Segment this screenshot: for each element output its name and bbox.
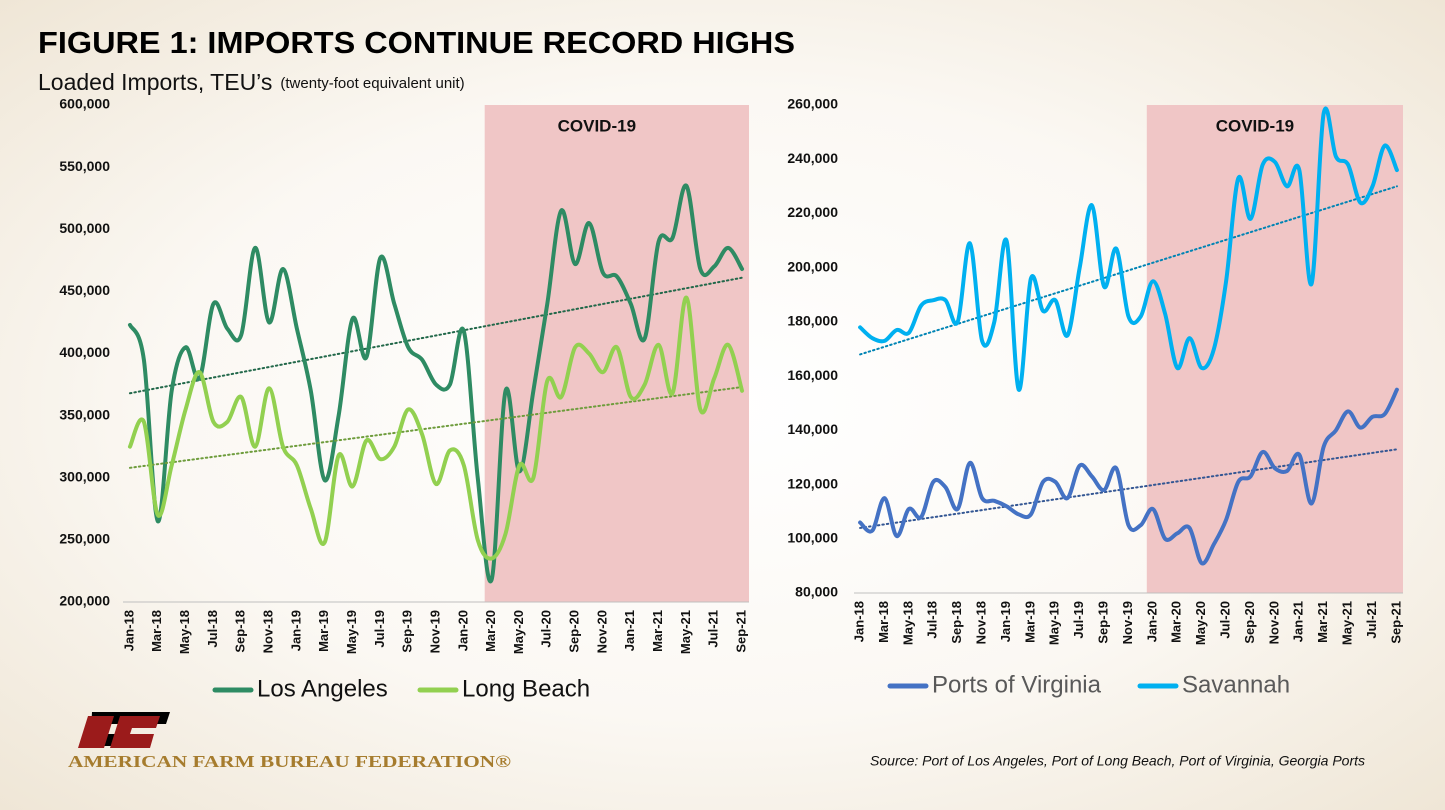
annotation-label: COVID-19 xyxy=(1216,116,1294,135)
x-tick-label: Jan-21 xyxy=(622,610,637,651)
source: Source: Port of Los Angeles, Port of Lon… xyxy=(870,753,1365,769)
x-tick-label: Jan-18 xyxy=(121,610,136,651)
x-tick-label: Nov-18 xyxy=(974,601,989,644)
legend-label: Long Beach xyxy=(462,675,590,702)
x-tick-label: Jul-20 xyxy=(1218,601,1233,639)
x-tick-label: Sep-19 xyxy=(1096,601,1111,644)
subtitle-note: (twenty-foot equivalent unit) xyxy=(280,75,464,92)
trend-line xyxy=(859,185,1398,356)
chart: COVID-19 200,000 250,000 300,000 350,000 400,… xyxy=(59,96,749,702)
y-tick-label: 550,000 xyxy=(59,158,110,174)
series-line xyxy=(127,183,745,584)
annotation-label: COVID-19 xyxy=(558,116,636,135)
x-tick-label: May-19 xyxy=(1047,601,1062,645)
x-tick-label: Sep-20 xyxy=(567,610,582,653)
y-tick-label: 160,000 xyxy=(787,367,838,383)
x-tick-label: Jul-21 xyxy=(1364,601,1379,639)
x-tick-label: Jan-19 xyxy=(288,610,303,651)
logo-b xyxy=(110,716,160,748)
x-tick-label: Sep-21 xyxy=(1388,601,1403,644)
organization: AMERICAN FARM BUREAU FEDERATION® xyxy=(68,752,511,771)
legend-label: Savannah xyxy=(1182,671,1290,698)
legend-label: Ports of Virginia xyxy=(932,671,1102,698)
title: FIGURE 1: IMPORTS CONTINUE RECORD HIGHS xyxy=(38,25,795,60)
series-line xyxy=(858,387,1399,566)
x-tick-label: May-18 xyxy=(177,610,192,654)
x-tick-label: Mar-19 xyxy=(1022,601,1037,643)
y-tick-label: 260,000 xyxy=(787,96,838,112)
y-tick-label: 350,000 xyxy=(59,406,110,422)
y-tick-label: 180,000 xyxy=(787,313,838,329)
trend-line xyxy=(859,448,1398,529)
x-tick-label: May-20 xyxy=(1193,601,1208,645)
x-tick-label: May-20 xyxy=(511,610,526,654)
series-line xyxy=(858,106,1399,392)
x-tick-label: Nov-20 xyxy=(594,610,609,653)
subtitle: Loaded Imports, TEU’s (twenty-foot equiva… xyxy=(38,69,465,95)
x-tick-label: Jan-20 xyxy=(455,610,470,651)
y-tick-label: 120,000 xyxy=(787,475,838,491)
x-tick-label: Mar-21 xyxy=(650,610,665,652)
subtitle-main: Loaded Imports, TEU’s xyxy=(38,69,272,95)
x-tick-label: Mar-18 xyxy=(876,601,891,643)
x-tick-label: Mar-21 xyxy=(1315,601,1330,643)
x-tick-label: Nov-18 xyxy=(261,610,276,653)
x-tick-label: Mar-20 xyxy=(1169,601,1184,643)
y-tick-label: 250,000 xyxy=(59,531,110,547)
trend-line xyxy=(128,276,744,395)
x-tick-label: May-21 xyxy=(1340,601,1355,645)
x-tick-label: Jan-19 xyxy=(998,601,1013,642)
x-tick-label: Mar-19 xyxy=(316,610,331,652)
x-tick-label: May-19 xyxy=(344,610,359,654)
logo: AMERICAN FARM BUREAU FEDERATION® xyxy=(68,712,511,771)
y-tick-label: 500,000 xyxy=(59,220,110,236)
x-tick-label: Jul-20 xyxy=(539,610,554,648)
x-tick-label: Jul-19 xyxy=(1071,601,1086,639)
x-tick-label: Jul-18 xyxy=(205,610,220,648)
y-tick-label: 220,000 xyxy=(787,204,838,220)
y-tick-label: 400,000 xyxy=(59,344,110,360)
y-tick-label: 140,000 xyxy=(787,421,838,437)
x-tick-label: Mar-20 xyxy=(483,610,498,652)
x-tick-label: Sep-21 xyxy=(733,610,748,653)
x-tick-label: Jan-18 xyxy=(852,601,867,642)
y-tick-label: 600,000 xyxy=(59,96,110,112)
y-tick-label: 80,000 xyxy=(795,584,838,600)
legend-label: Los Angeles xyxy=(257,675,388,702)
annotation-shade xyxy=(484,105,749,602)
trend-line xyxy=(128,386,744,469)
x-tick-label: May-18 xyxy=(900,601,915,645)
x-tick-label: Mar-18 xyxy=(149,610,164,652)
chart: COVID-19 80,000 100,000 120,000 140,000 160,0… xyxy=(787,96,1403,699)
y-tick-label: 450,000 xyxy=(59,282,110,298)
y-tick-label: 100,000 xyxy=(787,529,838,545)
x-tick-label: Jul-18 xyxy=(925,601,940,639)
x-tick-label: Sep-20 xyxy=(1242,601,1257,644)
y-tick-label: 200,000 xyxy=(787,258,838,274)
x-tick-label: Sep-19 xyxy=(400,610,415,653)
x-tick-label: Jan-21 xyxy=(1291,601,1306,642)
x-tick-label: Jul-21 xyxy=(706,610,721,648)
x-tick-label: Jan-20 xyxy=(1144,601,1159,642)
annotation-shade xyxy=(1146,105,1403,593)
x-tick-label: Nov-19 xyxy=(427,610,442,653)
x-tick-label: Sep-18 xyxy=(949,601,964,644)
x-tick-label: Jul-19 xyxy=(372,610,387,648)
series-line xyxy=(127,295,745,561)
charts: COVID-19 200,000 250,000 300,000 350,000 400,… xyxy=(59,96,1403,703)
x-tick-label: Nov-20 xyxy=(1266,601,1281,644)
x-tick-label: May-21 xyxy=(678,610,693,654)
logo-f xyxy=(78,716,114,748)
x-tick-label: Sep-18 xyxy=(233,610,248,653)
y-tick-label: 200,000 xyxy=(59,593,110,609)
x-tick-label: Nov-19 xyxy=(1120,601,1135,644)
y-tick-label: 240,000 xyxy=(787,150,838,166)
y-tick-label: 300,000 xyxy=(59,468,110,484)
